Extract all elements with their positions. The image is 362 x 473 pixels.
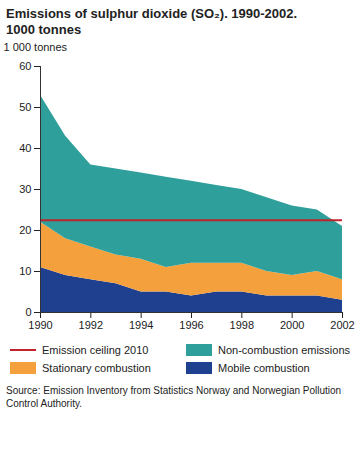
svg-text:1 000 tonnes: 1 000 tonnes (4, 41, 68, 53)
svg-text:1996: 1996 (179, 319, 203, 331)
svg-text:30: 30 (19, 183, 31, 195)
html-text:Mobile combustion: Mobile combustion (218, 362, 310, 374)
html-text:Emission ceiling 2010: Emission ceiling 2010 (42, 344, 149, 356)
svg-text:50: 50 (19, 101, 31, 113)
html-text:Emissions of sulphur dioxide (: Emissions of sulphur dioxide (SO₂). 1990… (6, 6, 298, 21)
svg-text:0: 0 (25, 306, 31, 318)
svg-text:2000: 2000 (280, 319, 304, 331)
svg-text:1998: 1998 (230, 319, 254, 331)
svg-text:60: 60 (19, 60, 31, 72)
html-text:1000 tonnes: 1000 tonnes (6, 22, 82, 37)
svg-text:10: 10 (19, 265, 31, 277)
svg-text:20: 20 (19, 224, 31, 236)
html-text:Non-combustion emissions: Non-combustion emissions (218, 344, 351, 356)
svg-text:1990: 1990 (28, 319, 52, 331)
svg-text:1992: 1992 (79, 319, 103, 331)
svg-text:40: 40 (19, 142, 31, 154)
html-text:Stationary combustion: Stationary combustion (42, 362, 151, 374)
svg-text:1994: 1994 (129, 319, 153, 331)
html-text:Source: Emission Inventory fro: Source: Emission Inventory from Statisti… (6, 385, 342, 409)
svg-text:2002: 2002 (330, 319, 354, 331)
